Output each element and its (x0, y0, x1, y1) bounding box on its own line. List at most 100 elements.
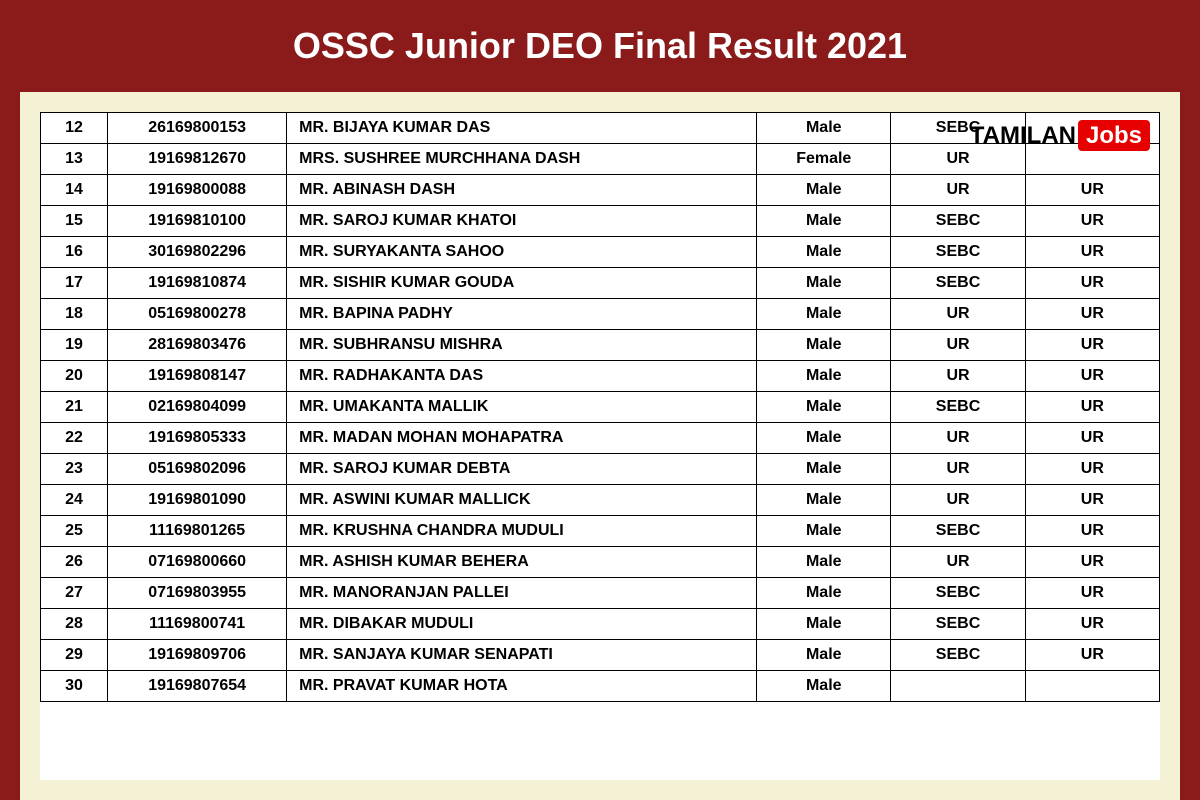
cell-selected: UR (1025, 268, 1159, 299)
cell-roll: 28169803476 (108, 330, 287, 361)
cell-roll: 19169807654 (108, 671, 287, 702)
content-wrapper: TAMILANJobs 1226169800153MR. BIJAYA KUMA… (20, 92, 1180, 800)
table-row: 2919169809706MR. SANJAYA KUMAR SENAPATIM… (41, 640, 1160, 671)
cell-selected: UR (1025, 206, 1159, 237)
table-row: 1519169810100MR. SAROJ KUMAR KHATOIMaleS… (41, 206, 1160, 237)
watermark-logo: TAMILANJobs (970, 122, 1150, 150)
cell-category: UR (891, 299, 1025, 330)
cell-selected: UR (1025, 361, 1159, 392)
cell-sno: 17 (41, 268, 108, 299)
cell-gender: Male (757, 454, 891, 485)
cell-sno: 26 (41, 547, 108, 578)
cell-roll: 07169803955 (108, 578, 287, 609)
cell-sno: 21 (41, 392, 108, 423)
table-row: 2102169804099MR. UMAKANTA MALLIKMaleSEBC… (41, 392, 1160, 423)
cell-selected: UR (1025, 547, 1159, 578)
cell-name: MR. BIJAYA KUMAR DAS (287, 113, 757, 144)
cell-selected: UR (1025, 454, 1159, 485)
cell-gender: Male (757, 485, 891, 516)
cell-gender: Male (757, 547, 891, 578)
cell-selected: UR (1025, 578, 1159, 609)
cell-category: SEBC (891, 392, 1025, 423)
table-row: 2811169800741MR. DIBAKAR MUDULIMaleSEBCU… (41, 609, 1160, 640)
cell-sno: 18 (41, 299, 108, 330)
cell-category: SEBC (891, 578, 1025, 609)
cell-sno: 14 (41, 175, 108, 206)
cell-gender: Male (757, 516, 891, 547)
cell-selected: UR (1025, 175, 1159, 206)
table-row: 2305169802096MR. SAROJ KUMAR DEBTAMaleUR… (41, 454, 1160, 485)
cell-gender: Male (757, 640, 891, 671)
cell-category: SEBC (891, 516, 1025, 547)
table-row: 3019169807654MR. PRAVAT KUMAR HOTAMale (41, 671, 1160, 702)
cell-sno: 30 (41, 671, 108, 702)
cell-name: MR. SUBHRANSU MISHRA (287, 330, 757, 361)
table-row: 1419169800088MR. ABINASH DASHMaleURUR (41, 175, 1160, 206)
cell-roll: 19169809706 (108, 640, 287, 671)
cell-selected: UR (1025, 237, 1159, 268)
cell-name: MR. BAPINA PADHY (287, 299, 757, 330)
cell-gender: Male (757, 361, 891, 392)
cell-name: MR. SISHIR KUMAR GOUDA (287, 268, 757, 299)
cell-gender: Male (757, 113, 891, 144)
cell-category: SEBC (891, 206, 1025, 237)
table-row: 1719169810874MR. SISHIR KUMAR GOUDAMaleS… (41, 268, 1160, 299)
cell-selected: UR (1025, 516, 1159, 547)
cell-category: SEBC (891, 268, 1025, 299)
cell-selected: UR (1025, 640, 1159, 671)
cell-selected: UR (1025, 609, 1159, 640)
cell-category: SEBC (891, 237, 1025, 268)
cell-selected: UR (1025, 299, 1159, 330)
cell-sno: 28 (41, 609, 108, 640)
cell-sno: 16 (41, 237, 108, 268)
cell-sno: 25 (41, 516, 108, 547)
cell-name: MR. ASHISH KUMAR BEHERA (287, 547, 757, 578)
cell-roll: 19169800088 (108, 175, 287, 206)
cell-roll: 11169801265 (108, 516, 287, 547)
cell-name: MR. MADAN MOHAN MOHAPATRA (287, 423, 757, 454)
cell-roll: 19169801090 (108, 485, 287, 516)
cell-roll: 26169800153 (108, 113, 287, 144)
cell-category: UR (891, 175, 1025, 206)
cell-gender: Male (757, 423, 891, 454)
cell-gender: Male (757, 237, 891, 268)
cell-gender: Male (757, 175, 891, 206)
table-row: 2219169805333MR. MADAN MOHAN MOHAPATRAMa… (41, 423, 1160, 454)
cell-category: UR (891, 330, 1025, 361)
cell-category: UR (891, 423, 1025, 454)
table-row: 2707169803955MR. MANORANJAN PALLEIMaleSE… (41, 578, 1160, 609)
cell-category: UR (891, 485, 1025, 516)
cell-selected: UR (1025, 485, 1159, 516)
cell-sno: 24 (41, 485, 108, 516)
cell-gender: Male (757, 392, 891, 423)
cell-gender: Male (757, 206, 891, 237)
cell-sno: 19 (41, 330, 108, 361)
table-row: 2607169800660MR. ASHISH KUMAR BEHERAMale… (41, 547, 1160, 578)
cell-selected (1025, 671, 1159, 702)
cell-roll: 19169805333 (108, 423, 287, 454)
table-row: 1928169803476MR. SUBHRANSU MISHRAMaleURU… (41, 330, 1160, 361)
cell-roll: 11169800741 (108, 609, 287, 640)
cell-name: MR. ABINASH DASH (287, 175, 757, 206)
cell-sno: 23 (41, 454, 108, 485)
cell-roll: 02169804099 (108, 392, 287, 423)
watermark-part1: TAMILAN (970, 122, 1076, 149)
cell-gender: Male (757, 299, 891, 330)
cell-name: MR. ASWINI KUMAR MALLICK (287, 485, 757, 516)
page-title: OSSC Junior DEO Final Result 2021 (293, 0, 907, 92)
cell-name: MR. UMAKANTA MALLIK (287, 392, 757, 423)
watermark-part2: Jobs (1078, 120, 1150, 151)
cell-roll: 30169802296 (108, 237, 287, 268)
cell-sno: 12 (41, 113, 108, 144)
table-row: 2019169808147MR. RADHAKANTA DASMaleURUR (41, 361, 1160, 392)
cell-sno: 13 (41, 144, 108, 175)
cell-name: MR. DIBAKAR MUDULI (287, 609, 757, 640)
cell-name: MR. SURYAKANTA SAHOO (287, 237, 757, 268)
cell-roll: 19169810100 (108, 206, 287, 237)
cell-gender: Male (757, 578, 891, 609)
cell-gender: Male (757, 268, 891, 299)
cell-name: MRS. SUSHREE MURCHHANA DASH (287, 144, 757, 175)
cell-sno: 15 (41, 206, 108, 237)
cell-category: UR (891, 454, 1025, 485)
result-table: 1226169800153MR. BIJAYA KUMAR DASMaleSEB… (40, 112, 1160, 702)
